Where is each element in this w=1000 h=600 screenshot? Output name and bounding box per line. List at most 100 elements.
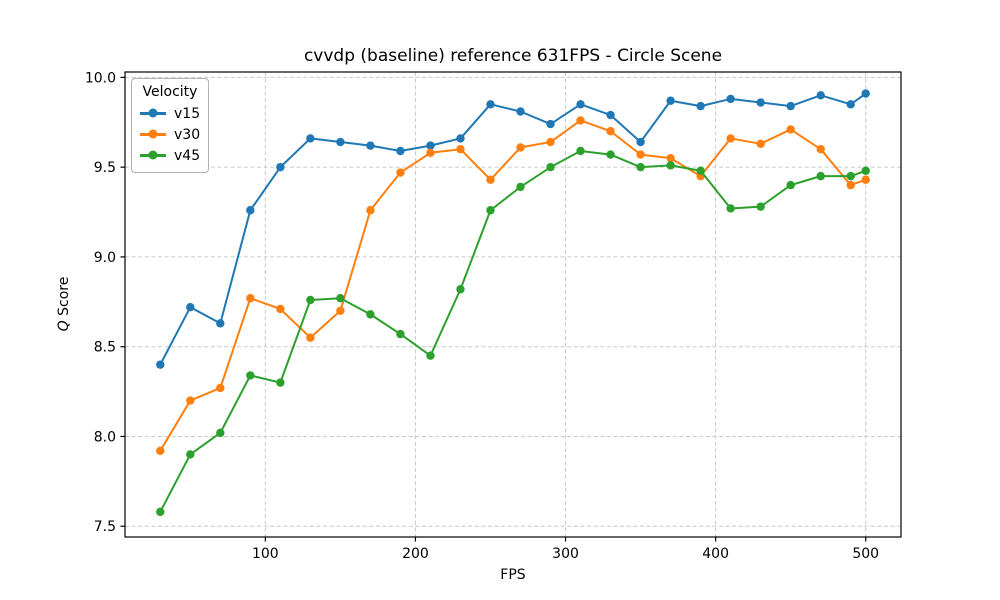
series-marker-v45 (666, 161, 675, 170)
legend-item-v45: v45 (140, 145, 200, 166)
series-marker-v15 (486, 100, 495, 109)
legend-line-sample-v45 (140, 150, 166, 160)
series-marker-v45 (396, 329, 405, 339)
series-marker-v45 (306, 295, 315, 305)
series-marker-v45 (726, 204, 735, 213)
series-marker-v15 (336, 137, 345, 147)
series-marker-v15 (216, 319, 225, 328)
series-marker-v45 (576, 146, 585, 156)
legend-label-v15: v15 (174, 105, 201, 122)
series-marker-v45 (696, 166, 705, 175)
series-marker-v30 (576, 116, 585, 125)
y-axis-label: Q Score (56, 276, 72, 332)
series-marker-v30 (426, 148, 435, 157)
plot-border (124, 71, 902, 538)
legend-marker-v15 (148, 108, 158, 118)
series-marker-v15 (156, 360, 165, 369)
series-marker-v45 (186, 450, 195, 459)
series-marker-v45 (846, 171, 855, 181)
legend-title: Velocity (142, 84, 198, 100)
series-marker-v15 (546, 119, 555, 129)
series-line-v15 (159, 92, 867, 366)
legend-marker-v45 (148, 150, 158, 160)
series-marker-v45 (246, 371, 255, 380)
series-marker-v30 (726, 134, 735, 143)
legend-line-sample-v15 (140, 108, 166, 118)
series-marker-v45 (426, 351, 435, 360)
y-tick-label: 9.0 (94, 250, 116, 266)
y-tick-label: 8.5 (94, 340, 116, 356)
series-marker-v15 (726, 94, 735, 104)
series-marker-v15 (366, 141, 375, 150)
x-tick-label: 100 (252, 546, 279, 562)
legend: Velocity v15 v30 v45 (131, 78, 209, 173)
series-marker-v15 (426, 141, 435, 150)
series-marker-v30 (156, 446, 165, 456)
series-marker-v15 (456, 134, 465, 143)
series-marker-v45 (816, 171, 825, 181)
series-marker-v45 (516, 182, 525, 192)
x-tick-label: 300 (552, 546, 579, 562)
series-marker-v45 (276, 378, 285, 387)
series-marker-v15 (516, 107, 525, 116)
series-marker-v15 (846, 100, 855, 109)
series-marker-v45 (366, 310, 375, 319)
legend-line-sample-v30 (140, 129, 166, 139)
series-marker-v15 (756, 98, 765, 107)
legend-label-v30: v30 (174, 126, 201, 143)
y-tick-label: 7.5 (94, 519, 116, 535)
series-marker-v15 (816, 91, 825, 100)
series-marker-v45 (756, 202, 765, 211)
series-marker-v15 (666, 96, 675, 105)
series-marker-v15 (246, 206, 255, 215)
series-marker-v15 (576, 100, 585, 109)
series-marker-v30 (246, 294, 255, 303)
series-marker-v15 (186, 302, 195, 312)
series-marker-v30 (366, 206, 375, 215)
y-tick-label: 10.0 (85, 70, 116, 86)
series-marker-v15 (786, 101, 795, 111)
series-marker-v15 (396, 146, 405, 156)
legend-item-v15: v15 (140, 103, 200, 124)
y-tick-label: 8.0 (94, 429, 116, 445)
series-marker-v30 (276, 304, 285, 314)
series-marker-v30 (636, 150, 645, 159)
series-marker-v30 (861, 175, 870, 184)
series-marker-v45 (786, 180, 795, 190)
series-marker-v45 (216, 428, 225, 438)
y-tick-label: 9.5 (94, 160, 116, 176)
series-marker-v45 (156, 507, 165, 517)
x-tick-label: 500 (852, 546, 879, 562)
series-marker-v30 (336, 306, 345, 315)
series-marker-v45 (486, 206, 495, 215)
x-tick-label: 400 (702, 546, 729, 562)
series-marker-v45 (861, 166, 870, 175)
series-marker-v45 (456, 285, 465, 294)
series-marker-v30 (396, 168, 405, 177)
series-marker-v30 (816, 145, 825, 154)
chart-title: cvvdp (baseline) reference 631FPS - Circ… (303, 46, 723, 66)
series-marker-v30 (606, 127, 615, 136)
x-tick-label: 200 (402, 546, 429, 562)
x-axis-label: FPS (500, 567, 526, 583)
series-marker-v30 (516, 143, 525, 152)
series-marker-v30 (786, 125, 795, 134)
series-marker-v30 (846, 180, 855, 190)
series-marker-v15 (606, 110, 615, 120)
legend-marker-v30 (148, 129, 158, 139)
series-marker-v15 (696, 101, 705, 111)
legend-label-v45: v45 (174, 147, 201, 164)
series-marker-v30 (546, 137, 555, 147)
series-marker-v15 (861, 89, 870, 98)
series-marker-v30 (216, 383, 225, 393)
series-marker-v30 (666, 153, 675, 163)
series-marker-v30 (756, 139, 765, 149)
series-marker-v30 (186, 396, 195, 405)
series-marker-v30 (486, 175, 495, 184)
series-marker-v15 (636, 137, 645, 147)
series-marker-v30 (306, 333, 315, 342)
series-marker-v45 (546, 162, 555, 172)
series-line-v30 (159, 119, 867, 452)
